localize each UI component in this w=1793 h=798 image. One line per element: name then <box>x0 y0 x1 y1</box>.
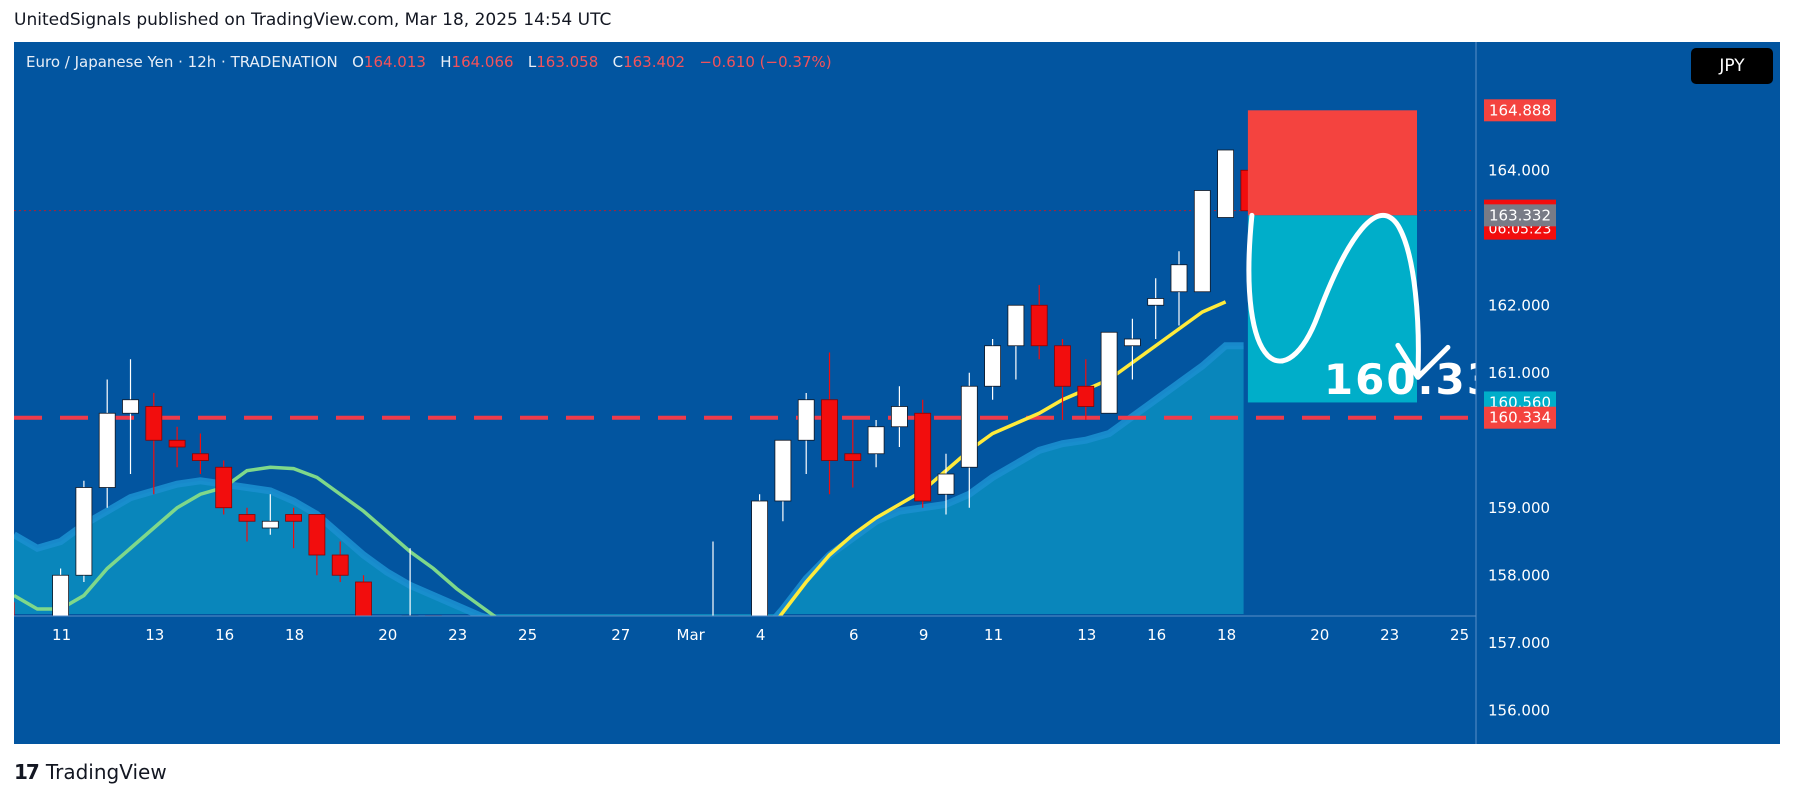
price-tick-label: 156.000 <box>1488 701 1550 719</box>
candle-body <box>261 520 279 529</box>
time-tick-label: 20 <box>1310 626 1329 644</box>
candle-body <box>75 487 93 576</box>
time-tick-label: 13 <box>1077 626 1096 644</box>
price-label: 164.888 <box>1489 101 1551 119</box>
candle-body <box>891 406 908 428</box>
candle-body <box>238 514 256 522</box>
time-tick-label: 9 <box>919 626 929 644</box>
candle-body <box>285 514 303 522</box>
high-label: H <box>440 53 452 71</box>
candle-body <box>821 399 838 461</box>
time-tick-label: Mar <box>677 626 706 644</box>
price-label-bg <box>1484 406 1556 429</box>
price-label: 160.334 <box>1489 409 1551 427</box>
candle-body <box>1100 331 1118 414</box>
time-tick-label: 25 <box>518 626 537 644</box>
time-tick-label: 25 <box>1450 626 1469 644</box>
price-tick-label: 164.000 <box>1488 161 1550 179</box>
price-label-bg <box>1484 99 1556 122</box>
currency-button[interactable]: JPY <box>1691 48 1773 84</box>
time-tick-label: 16 <box>215 626 234 644</box>
candle-body <box>168 439 186 448</box>
publish-header: UnitedSignals published on TradingView.c… <box>14 10 612 30</box>
price-tick-label: 159.000 <box>1488 499 1550 517</box>
candle-body <box>1193 190 1211 293</box>
time-tick-label: 13 <box>145 626 164 644</box>
high-value: 164.066 <box>451 53 514 71</box>
symbol-legend: Euro / Japanese Yen · 12h · TRADENATION … <box>26 53 832 71</box>
candle-body <box>984 345 1001 387</box>
time-tick-label: 11 <box>984 626 1003 644</box>
price-tick-label: 157.000 <box>1488 634 1550 652</box>
candle-body <box>1007 304 1025 347</box>
time-tick-label: 23 <box>448 626 467 644</box>
tradingview-logo-icon: 17 <box>14 760 40 784</box>
time-axis-bg <box>14 616 1480 744</box>
price-tick-label: 161.000 <box>1488 364 1550 382</box>
candle-body <box>122 399 139 414</box>
candle-body <box>145 406 163 441</box>
candle-body <box>797 399 815 441</box>
ema-area <box>14 345 1244 663</box>
candle-body <box>1077 385 1095 407</box>
candle-body <box>1030 304 1048 347</box>
candle-body <box>98 412 116 488</box>
forecast-arrow-icon <box>1246 212 1421 378</box>
brand-name[interactable]: TradingView <box>45 760 167 784</box>
time-tick-label: 6 <box>849 626 859 644</box>
time-tick-label: 18 <box>285 626 304 644</box>
candle-body <box>844 453 862 461</box>
stop-loss-zone <box>1247 110 1417 216</box>
time-tick-label: 11 <box>52 626 71 644</box>
symbol-name: Euro / Japanese Yen · 12h · TRADENATION <box>26 53 338 71</box>
target-annotation: 160.33 <box>1324 355 1498 404</box>
price-label: 163.332 <box>1489 206 1551 224</box>
change-value: −0.610 (−0.37%) <box>699 53 832 71</box>
arrow-head-icon <box>1395 342 1451 380</box>
time-tick-label: 27 <box>611 626 630 644</box>
close-label: C <box>612 53 624 71</box>
price-chart[interactable]: 160.33 11 13 16 18 20 23 25 27 Mar 4 6 9 11 13 16 18 20 23… <box>14 42 1780 744</box>
candle-body <box>331 554 349 576</box>
candle-body <box>914 412 932 502</box>
candle-body <box>1170 264 1188 293</box>
chart-frame[interactable]: 160.33 11 13 16 18 20 23 25 27 Mar 4 6 9 11 13 16 18 20 23… <box>14 42 1780 744</box>
close-value: 163.402 <box>623 53 686 71</box>
low-value: 163.058 <box>536 53 599 71</box>
candle-body <box>308 514 326 556</box>
candle-body <box>937 473 955 495</box>
price-tick-label: 162.000 <box>1488 296 1550 314</box>
candle-body <box>1054 345 1071 387</box>
candle-body <box>960 385 978 468</box>
time-tick-label: 4 <box>756 626 766 644</box>
low-label: L <box>527 53 537 71</box>
candle-body <box>774 439 792 502</box>
candle-body <box>191 453 209 461</box>
candle-body <box>867 426 885 455</box>
time-tick-label: 16 <box>1147 626 1166 644</box>
candle-body <box>1147 298 1165 306</box>
footer: 17 TradingView <box>14 760 167 784</box>
time-tick-label: 20 <box>378 626 397 644</box>
price-tick-label: 158.000 <box>1488 566 1550 584</box>
open-label: O <box>352 53 364 71</box>
take-profit-zone <box>1247 215 1417 403</box>
candle-body <box>215 466 233 509</box>
candle-body <box>1217 149 1234 218</box>
time-tick-label: 18 <box>1217 626 1236 644</box>
candle-body <box>1124 338 1141 347</box>
price-label-bg <box>1484 204 1556 227</box>
time-tick-label: 23 <box>1380 626 1399 644</box>
open-value: 164.013 <box>363 53 426 71</box>
